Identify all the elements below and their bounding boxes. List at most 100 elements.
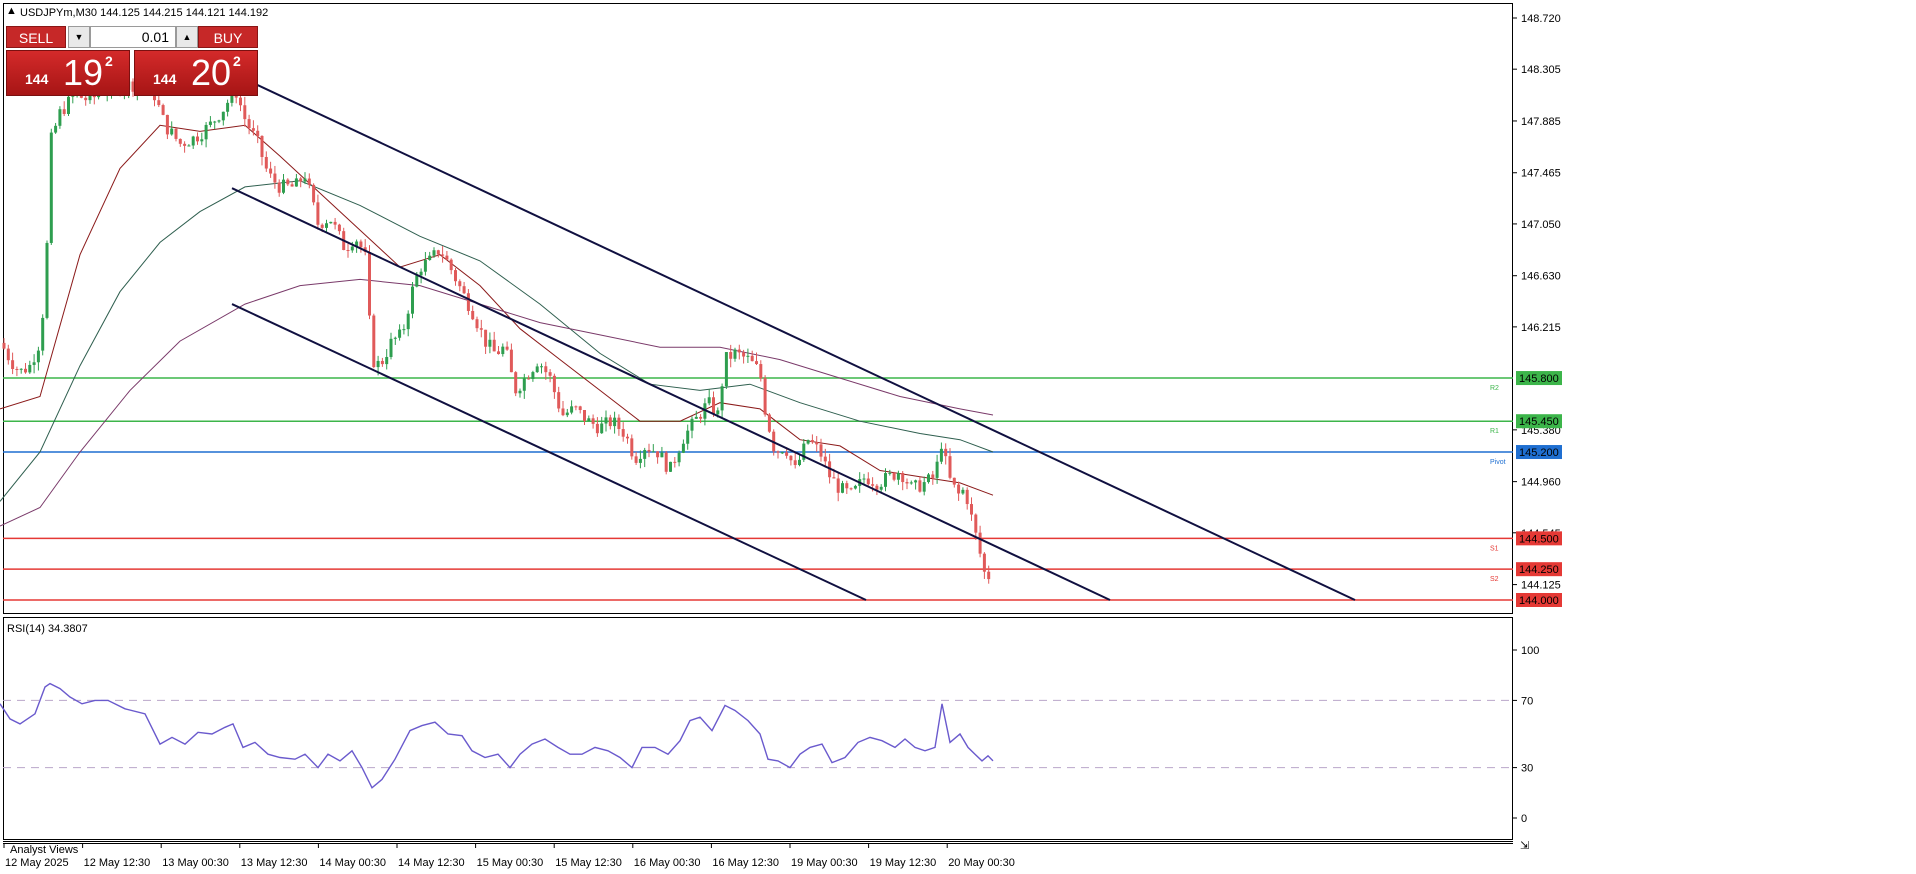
candle-body bbox=[802, 443, 806, 460]
candle-body bbox=[484, 329, 488, 347]
candle-body bbox=[914, 480, 918, 483]
candle-body bbox=[54, 125, 58, 133]
candle-body bbox=[49, 132, 53, 243]
candle-body bbox=[669, 461, 672, 472]
candle-body bbox=[892, 472, 896, 480]
level-label-5: 144.000 bbox=[1519, 595, 1559, 607]
candle-body bbox=[643, 449, 647, 459]
candle-body bbox=[707, 397, 711, 404]
candle-body bbox=[527, 378, 531, 380]
level-label-1: 145.450 bbox=[1519, 416, 1559, 428]
candle-body bbox=[875, 485, 879, 490]
candle-body bbox=[402, 329, 406, 331]
sell-price-button[interactable]: 144 19 2 bbox=[6, 50, 130, 96]
candle-body bbox=[699, 416, 703, 419]
level-labels: 145.800 R2 145.450 R1 145.200 Pivot 144.500 S1 1… bbox=[1490, 371, 1562, 607]
candle-body bbox=[282, 179, 285, 193]
candle-body bbox=[591, 418, 595, 424]
candle-body bbox=[785, 452, 789, 456]
candle-body bbox=[28, 364, 32, 373]
time-axis-arrow: ⇲ bbox=[1520, 840, 1529, 852]
candle-body bbox=[561, 408, 565, 416]
candle-body bbox=[819, 444, 823, 457]
lot-size-input[interactable]: 0.01 bbox=[90, 26, 176, 48]
candle-body bbox=[845, 483, 849, 489]
candle-body bbox=[445, 255, 449, 260]
level-label-box-0 bbox=[1516, 371, 1562, 386]
time-axis[interactable]: 12 May 2025 12 May 12:30 13 May 00:30 13 Ma… bbox=[3, 840, 1529, 869]
candle-body bbox=[617, 417, 621, 430]
candle-body bbox=[733, 349, 737, 359]
buy-button[interactable]: BUY bbox=[198, 26, 258, 48]
buy-price-button[interactable]: 144 20 2 bbox=[134, 50, 258, 96]
candle-body bbox=[294, 178, 298, 187]
candle-body bbox=[806, 440, 810, 444]
candle-body bbox=[174, 128, 178, 139]
time-tick-label-8: 16 May 00:30 bbox=[634, 857, 701, 869]
candle-body bbox=[514, 372, 518, 394]
candle-body bbox=[849, 488, 853, 490]
candle-body bbox=[200, 139, 204, 142]
candle-body bbox=[987, 571, 991, 580]
lot-increase-button[interactable]: ▲ bbox=[176, 26, 198, 48]
candle-body bbox=[307, 178, 311, 185]
price-tick-label-4: 147.050 bbox=[1521, 219, 1561, 231]
candle-body bbox=[552, 375, 556, 393]
candle-body bbox=[742, 352, 746, 357]
candle-body bbox=[329, 221, 333, 224]
candle-body bbox=[11, 360, 15, 369]
candle-body bbox=[836, 478, 840, 493]
level-label-3: 144.500 bbox=[1519, 533, 1559, 545]
candle-body bbox=[436, 250, 440, 255]
candle-body bbox=[226, 102, 230, 112]
candle-body bbox=[621, 429, 625, 437]
candles bbox=[2, 70, 991, 584]
candle-body bbox=[776, 451, 780, 453]
candle-body bbox=[518, 390, 522, 394]
candle-body bbox=[660, 452, 664, 458]
channel-lines[interactable] bbox=[231, 72, 1356, 601]
candle-body bbox=[759, 364, 763, 379]
time-tick-label-3: 13 May 12:30 bbox=[241, 857, 308, 869]
candle-body bbox=[497, 351, 500, 355]
sell-button[interactable]: SELL bbox=[6, 26, 66, 48]
lot-decrease-button[interactable]: ▼ bbox=[68, 26, 90, 48]
analyst-views-label[interactable]: Analyst Views bbox=[10, 844, 79, 856]
one-click-trading-panel: SELL ▼ 0.01 ▲ BUY 144 19 2 144 20 2 bbox=[6, 26, 258, 98]
candle-body bbox=[694, 416, 698, 419]
candle-body bbox=[62, 109, 66, 114]
candle-body bbox=[815, 442, 819, 445]
candle-body bbox=[239, 97, 242, 106]
level-tag-0: R2 bbox=[1490, 385, 1499, 392]
candle-body bbox=[380, 360, 384, 365]
channel-line-0 bbox=[232, 72, 1356, 601]
candle-body bbox=[368, 252, 371, 316]
candle-body bbox=[729, 352, 733, 359]
candle-body bbox=[273, 173, 277, 183]
price-axis[interactable]: 148.720 148.305 147.885 147.465 147.050 146.6… bbox=[1513, 13, 1561, 592]
price-tick-label-0: 148.720 bbox=[1521, 13, 1561, 25]
candle-body bbox=[531, 372, 535, 380]
symbol-info-arrow[interactable]: ▲ bbox=[6, 5, 17, 17]
candle-body bbox=[492, 339, 496, 352]
ma-line-1 bbox=[0, 180, 994, 502]
candle-body bbox=[866, 478, 870, 485]
candle-body bbox=[157, 100, 161, 106]
price-tick-label-2: 147.885 bbox=[1521, 116, 1561, 128]
candle-body bbox=[578, 406, 582, 411]
candle-body bbox=[475, 319, 479, 329]
candle-body bbox=[488, 339, 492, 347]
candle-body bbox=[724, 352, 728, 387]
sell-price-prefix: 144 bbox=[25, 71, 49, 87]
candle-body bbox=[918, 480, 922, 492]
candle-body bbox=[587, 418, 591, 422]
candle-body bbox=[213, 121, 217, 123]
sell-price-main: 19 bbox=[63, 52, 104, 93]
candle-body bbox=[746, 355, 750, 357]
candle-body bbox=[540, 366, 543, 368]
candle-body bbox=[935, 461, 939, 478]
candle-body bbox=[548, 372, 552, 376]
candle-body bbox=[165, 114, 169, 135]
candle-body bbox=[793, 460, 797, 466]
